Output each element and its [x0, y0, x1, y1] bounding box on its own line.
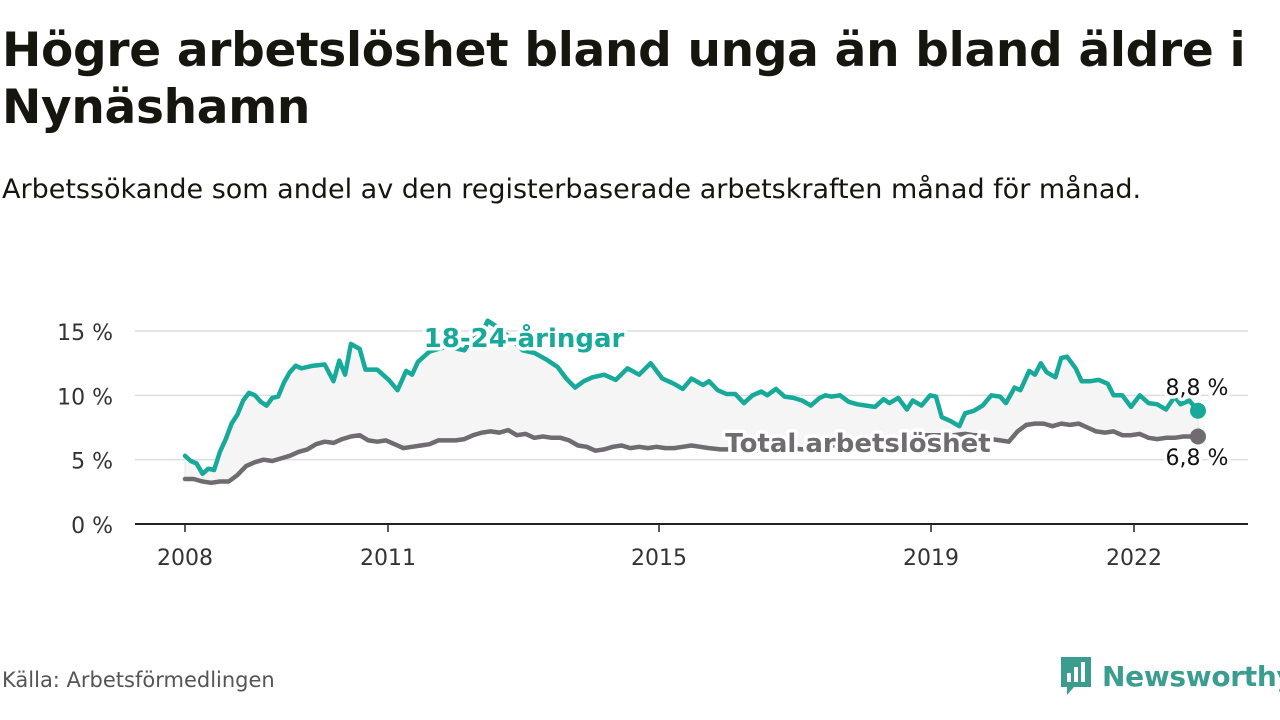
brand-logo[interactable]: Newsworthy [1058, 654, 1280, 698]
gap-area [184, 319, 1199, 484]
y-tick-label: 5 % [71, 450, 113, 475]
x-tick-label: 2019 [903, 546, 959, 571]
total-series-line [182, 421, 1201, 486]
total-end-value: 6,8 %6,8 % [1162, 443, 1232, 475]
youth-series-label-text: 18-24-åringar [424, 322, 625, 354]
source-note: Källa: Arbetsförmedlingen [2, 668, 275, 692]
x-tick-label: 2022 [1106, 546, 1162, 571]
difference-band [184, 319, 1199, 484]
series-lines [182, 318, 1206, 486]
youth-end-value-halo: 8,8 % [1166, 376, 1229, 401]
youth-series-end-dot [1190, 402, 1206, 419]
total-end-value-text: 6,8 % [1166, 446, 1229, 471]
chart-title: Högre arbetslöshet bland unga än bland ä… [2, 23, 1246, 135]
y-tick-label: 10 % [57, 385, 113, 410]
total-end-value-halo: 6,8 % [1166, 446, 1229, 471]
x-tick-label: 2011 [360, 546, 416, 571]
y-tick-label: 0 % [71, 514, 113, 539]
chart-subtitle: Arbetssökande som andel av den registerb… [2, 174, 1142, 205]
x-tick-label: 2015 [631, 546, 687, 571]
x-tick-label: 2008 [157, 546, 213, 571]
axes: 0 % 5 % 10 % 15 % 2008 2011 2015 2019 2022 [57, 321, 1248, 571]
youth-end-value-text: 8,8 % [1166, 376, 1229, 401]
youth-series-line [182, 318, 1201, 477]
total-series-end-dot [1190, 428, 1206, 445]
youth-end-value: 8,8 %8,8 % [1162, 373, 1232, 405]
youth-series-label-halo: 18-24-åringar [424, 322, 625, 354]
total-series-label-text: Total arbetslöshet [725, 429, 990, 459]
newsworthy-logo-icon [1061, 657, 1091, 695]
brand-name: Newsworthy [1102, 659, 1280, 693]
y-tick-label: 15 % [57, 321, 113, 346]
total-series-label-halo: Total arbetslöshet [725, 429, 990, 459]
